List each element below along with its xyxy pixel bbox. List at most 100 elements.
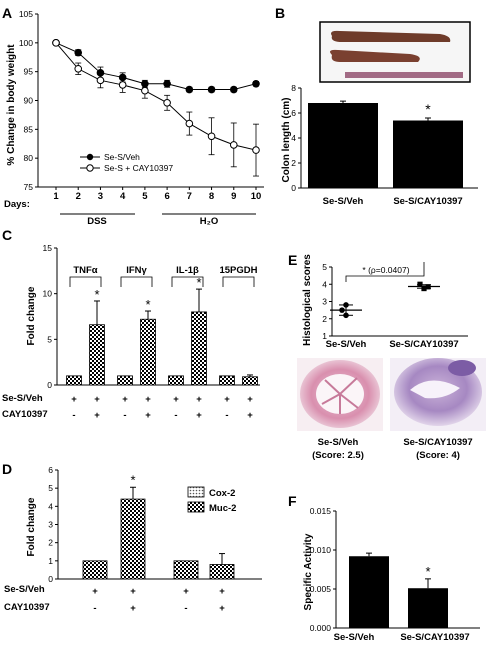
panel-a-axes: 75 80 85 90 95 100 105 1 2 3 4 5 6 7 8 9 10 xyxy=(19,9,264,202)
panel-f-ylabel: Specific Activity xyxy=(303,533,314,610)
panel-b-marks: * xyxy=(308,100,463,188)
panel-e-annotation: * (ρ=0.0407) xyxy=(362,265,409,275)
panel-e-y-tick-label: 2 xyxy=(322,314,327,324)
panel-d-marks: * + + + + - + - + xyxy=(82,472,235,614)
panel-letter-f: F xyxy=(288,493,297,509)
panel-c-bar-veh xyxy=(168,375,184,386)
panel-c-bar-cay xyxy=(140,318,156,386)
panel-letter-a: A xyxy=(2,5,12,21)
panel-a-x-tick-label: 7 xyxy=(187,191,192,202)
histology-caption-cay: Se-S/CAY10397 xyxy=(403,437,472,448)
panel-e-data-point xyxy=(343,302,349,308)
panel-c-gene-label: TNFα xyxy=(73,265,97,276)
panel-b-significance-star: * xyxy=(425,101,431,117)
panel-d-row1-sign: + xyxy=(183,586,189,597)
panel-b-category-cay: Se-S/CAY10397 xyxy=(393,196,462,207)
panel-a-x-tick-label: 6 xyxy=(164,191,169,202)
panel-c-bar-veh xyxy=(66,375,82,386)
panel-d-row1-sign: + xyxy=(130,586,136,597)
panel-a-x-tick-label: 5 xyxy=(142,191,148,202)
panel-e-data-point xyxy=(343,312,349,319)
panel-d: D Fold change 0 1 2 3 4 5 6 * + + + + - + - + Cox-2 Mu… xyxy=(2,461,262,614)
legend-marker-cay xyxy=(86,164,94,172)
panel-b-bar xyxy=(308,103,378,188)
panel-c-row1-sign: + xyxy=(224,394,230,405)
panel-c-bar-cay xyxy=(89,324,105,386)
panel-b: B Colon length (cm) 0 2 4 6 8 * Se-S/Veh Se-… xyxy=(275,5,478,207)
panel-d-significance-star: * xyxy=(130,472,135,487)
panel-c-y-tick-label: 0 xyxy=(47,380,52,390)
panel-a-y-tick-label: 105 xyxy=(19,9,33,19)
significance-bracket xyxy=(345,262,425,282)
panel-c-gene-bracket xyxy=(171,276,204,287)
panel-b-y-tick-label: 6 xyxy=(291,108,296,118)
panel-a: A % Change in body weight 75808590951001… xyxy=(2,5,264,227)
panel-a-x-tick-label: 10 xyxy=(251,191,262,202)
panel-c-row-label-cay: CAY10397 xyxy=(2,409,48,420)
panel-a-data-point xyxy=(163,79,171,88)
panel-a-data-point xyxy=(185,119,194,128)
panel-f-bar xyxy=(408,588,448,628)
panel-d-row2-sign: + xyxy=(219,603,225,614)
panel-e-ylabel: Histological scores xyxy=(302,254,313,346)
panel-c-gene-label: 15PGDH xyxy=(219,265,257,276)
panel-a-series-line-0 xyxy=(55,42,257,91)
panel-a-data-point xyxy=(118,81,127,89)
panel-e-category-veh: Se-S/Veh xyxy=(326,339,367,350)
panel-e: E Histological scores 1 2 3 4 5 * (ρ=0.0407)… xyxy=(288,252,486,461)
legend-label-cay: Se-S + CAY10397 xyxy=(104,163,173,173)
panel-d-bar xyxy=(82,560,108,580)
panel-d-y-tick-label: 0 xyxy=(48,574,53,584)
panel-d-legend: Cox-2 Muc-2 xyxy=(187,486,236,514)
panel-d-row1-sign: + xyxy=(92,586,98,597)
panel-e-data-point xyxy=(425,284,431,290)
panel-d-row2-sign: - xyxy=(93,603,96,614)
panel-a-data-point xyxy=(207,132,216,141)
panel-f-category-veh: Se-S/Veh xyxy=(334,632,375,643)
panel-f-significance-star: * xyxy=(425,564,430,579)
panel-a-data-point xyxy=(163,99,171,107)
panel-a-data-point xyxy=(74,64,83,73)
panel-letter-e: E xyxy=(288,252,297,268)
panel-c-row2-sign: - xyxy=(123,410,126,421)
ruler xyxy=(345,72,463,78)
panel-a-x-tick-label: 1 xyxy=(53,191,59,202)
panel-d-y-tick-label: 6 xyxy=(48,465,53,475)
panel-d-bar xyxy=(209,564,235,580)
panel-f-bar xyxy=(349,556,389,628)
panel-a-data-point xyxy=(252,79,260,88)
panel-a-y-tick-label: 75 xyxy=(24,182,34,192)
panel-c-row1-sign: + xyxy=(196,394,202,405)
panel-a-data-point xyxy=(229,141,238,149)
panel-c-gene-bracket xyxy=(222,276,255,287)
legend-label-cox2: Cox-2 xyxy=(209,488,235,499)
panel-c-row1-sign: + xyxy=(145,394,151,405)
panel-c-row2-sign: + xyxy=(196,410,202,421)
panel-c-bar-cay xyxy=(242,376,258,386)
panel-a-data-point xyxy=(229,85,238,94)
panel-e-y-tick-label: 4 xyxy=(322,279,327,289)
panel-e-data-point xyxy=(417,281,423,287)
panel-e-data-point xyxy=(421,285,427,292)
panel-a-y-tick-label: 90 xyxy=(24,96,34,106)
panel-b-y-tick-label: 0 xyxy=(291,183,296,193)
panel-d-row2-sign: - xyxy=(184,603,187,614)
panel-c-row2-sign: + xyxy=(94,410,100,421)
panel-letter-c: C xyxy=(2,227,12,243)
legend-marker-veh xyxy=(86,153,94,161)
panel-c-gene-label: IFNγ xyxy=(126,265,147,276)
colon-sample-bottom xyxy=(330,49,420,62)
panel-d-row-label-cay: CAY10397 xyxy=(4,602,50,613)
panel-c-bar-veh xyxy=(219,375,235,386)
panel-d-row2-sign: + xyxy=(130,603,136,614)
panel-c-row1-sign: + xyxy=(247,394,253,405)
panel-c-row2-sign: + xyxy=(247,410,253,421)
panel-c-gene-label: IL-1β xyxy=(176,265,199,276)
panel-letter-b: B xyxy=(275,5,285,21)
panel-e-axes: 1 2 3 4 5 xyxy=(322,262,468,341)
panel-letter-d: D xyxy=(2,461,12,477)
panel-d-ylabel: Fold change xyxy=(26,497,37,556)
panel-c-y-tick-label: 5 xyxy=(47,334,52,344)
